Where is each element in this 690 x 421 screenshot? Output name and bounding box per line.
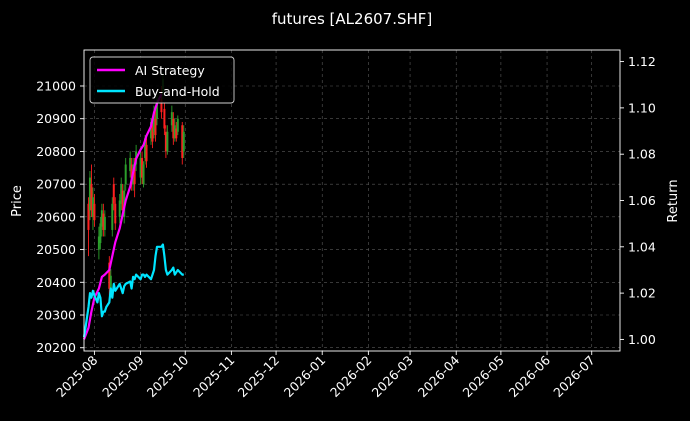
candle-body	[102, 213, 105, 230]
candle-body	[97, 236, 100, 250]
y2-tick-label: 1.06	[628, 193, 656, 208]
candle-body	[111, 203, 114, 230]
candle-body	[142, 164, 145, 185]
y-tick-label: 20200	[36, 340, 76, 355]
y-tick-label: 20300	[36, 308, 76, 323]
y-tick-label: 20700	[36, 177, 76, 192]
y-tick-label: 21000	[36, 78, 76, 93]
y2-tick-label: 1.04	[628, 239, 656, 254]
y-tick-label: 20600	[36, 209, 76, 224]
candle-body	[163, 108, 166, 129]
candle-body	[152, 112, 155, 132]
y2-tick-label: 1.10	[628, 100, 656, 115]
y2-tick-label: 1.02	[628, 286, 656, 301]
candle-body	[124, 164, 127, 185]
series-line-buy-and-hold	[82, 243, 184, 338]
candle-body	[145, 144, 148, 162]
candle-body	[109, 275, 112, 289]
candle-body	[151, 125, 154, 142]
candle-body	[176, 118, 179, 132]
y2-tick-label: 1.08	[628, 147, 656, 162]
series-lines	[82, 93, 184, 340]
candle-body	[114, 203, 117, 224]
candle-body	[133, 164, 136, 185]
candle-body	[182, 131, 185, 152]
candle-body	[172, 118, 175, 139]
legend-label-buy-and-hold: Buy-and-Hold	[135, 84, 220, 99]
candle-body	[100, 210, 103, 227]
candle-body	[166, 131, 169, 152]
legend-box	[89, 56, 235, 104]
y2-tick-label: 1.00	[628, 332, 656, 347]
candle-body	[181, 125, 184, 158]
y-axis-label: Price	[10, 185, 25, 217]
candles	[87, 72, 185, 296]
candle-body	[129, 157, 132, 172]
legend-label-ai-strategy: AI Strategy	[135, 63, 205, 78]
candle-body	[112, 184, 115, 204]
candle-body	[170, 112, 173, 126]
candle-body	[144, 138, 147, 158]
candle-body	[120, 184, 123, 204]
candle-body	[103, 216, 106, 230]
candle-body	[108, 262, 111, 289]
y-tick-label: 20900	[36, 111, 76, 126]
chart-title: futures [AL2607.SHF]	[272, 10, 433, 28]
y-tick-label: 20400	[36, 275, 76, 290]
candle-body	[141, 157, 144, 178]
candle-body	[93, 203, 96, 221]
candle-body	[160, 99, 163, 113]
candle-body	[155, 102, 158, 119]
candle-body	[121, 190, 124, 211]
candle-body	[99, 223, 102, 244]
y2-axis-label: Return	[666, 179, 681, 222]
candle-body	[173, 125, 176, 139]
candle-body	[139, 157, 142, 178]
y-axis-left: 20200 20300 20400 20500 20600 20700 20800 20900…	[36, 78, 84, 355]
candle-body	[118, 200, 121, 217]
series-line-ai-strategy	[82, 93, 163, 340]
candle-body	[87, 203, 90, 230]
legend: AI Strategy Buy-and-Hold	[89, 56, 235, 104]
y-tick-label: 20500	[36, 242, 76, 257]
candle-body	[164, 131, 167, 152]
y-tick-label: 20800	[36, 144, 76, 159]
candle-body	[91, 197, 94, 217]
candle-body	[175, 128, 178, 139]
y2-tick-label: 1.12	[628, 54, 656, 69]
candle-body	[88, 177, 91, 211]
candle-body	[154, 118, 157, 136]
candle-body	[150, 121, 152, 139]
candle-body	[90, 184, 93, 211]
y-axis-right: 1.00 1.02 1.04 1.06 1.08 1.10 1.12	[620, 54, 656, 347]
